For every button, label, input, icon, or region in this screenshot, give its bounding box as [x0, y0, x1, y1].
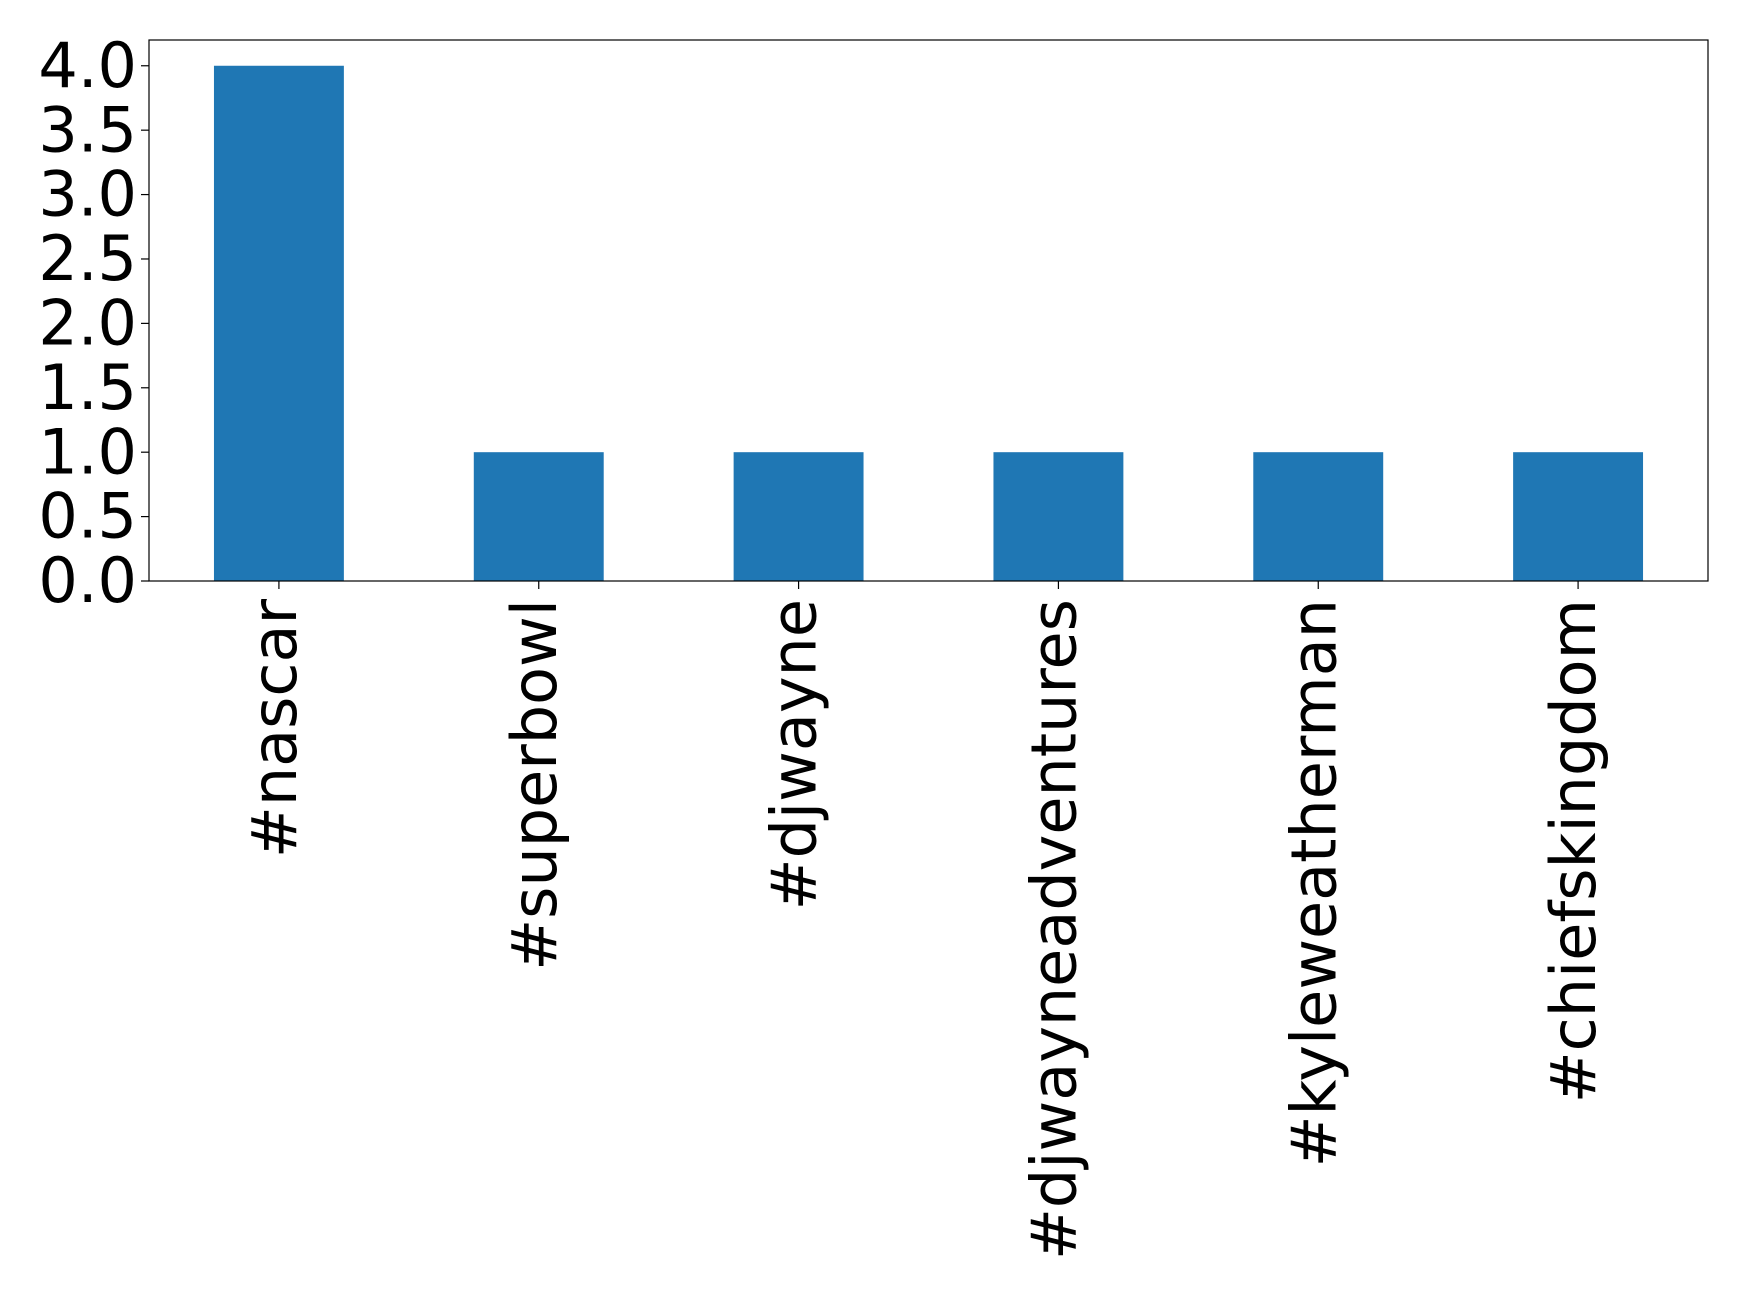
bar [993, 452, 1124, 581]
x-tick-label: #kyleweatherman [1277, 599, 1350, 1167]
plot-frame [148, 39, 1709, 582]
y-tick-label: 1.5 [38, 351, 137, 424]
bar [1253, 452, 1384, 581]
x-tick-label: #djwayne [758, 599, 831, 910]
y-tick-label: 0.0 [38, 544, 137, 617]
y-tick-label: 1.0 [38, 415, 137, 488]
x-tick-label: #nascar [238, 599, 311, 859]
x-tick-label: #chiefskingdom [1537, 599, 1610, 1103]
y-tick-label: 3.0 [38, 158, 137, 231]
bar [1513, 452, 1644, 581]
bar [733, 452, 864, 581]
y-tick-label: 0.5 [38, 480, 137, 553]
y-tick-label: 4.0 [38, 29, 137, 102]
x-tick-label: #superbowl [498, 599, 571, 971]
y-tick-label: 3.5 [38, 93, 137, 166]
y-tick-label: 2.5 [38, 222, 137, 295]
y-tick-label: 2.0 [38, 286, 137, 359]
x-tick-label: #djwayneadventures [1018, 599, 1091, 1260]
bar [473, 452, 604, 581]
bar [213, 65, 344, 581]
